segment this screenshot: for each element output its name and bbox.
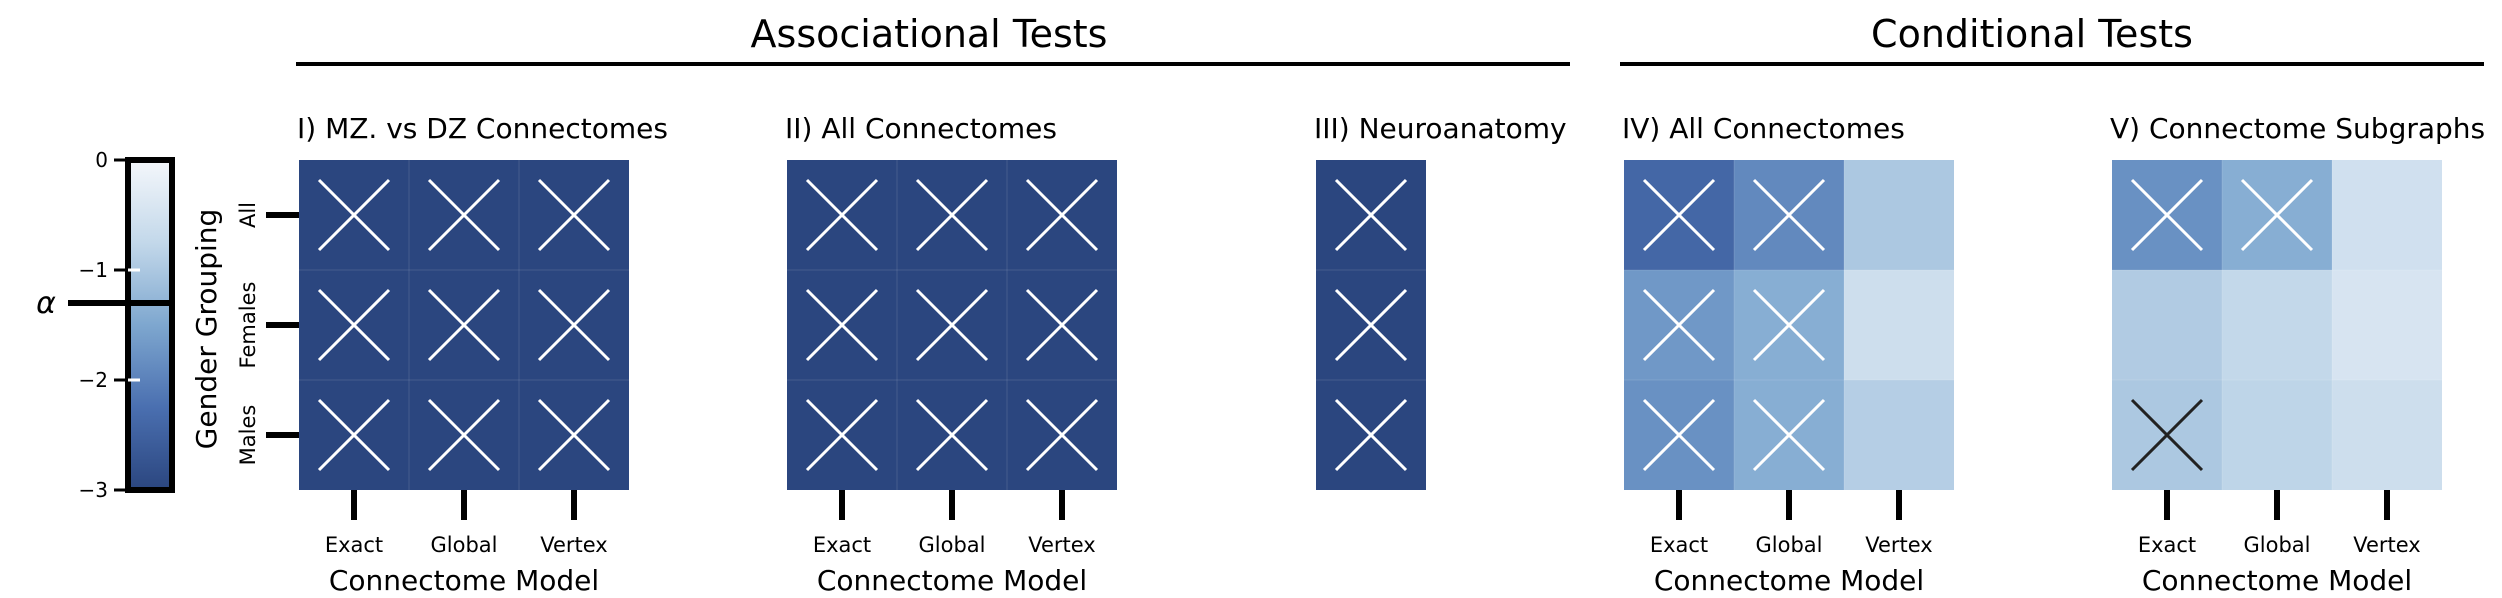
panel-title: I) MZ. vs DZ Connectomes: [297, 112, 668, 145]
significance-x-mark: [1334, 398, 1408, 472]
x-tick-label: Global: [431, 533, 498, 557]
panel-title: III) Neuroanatomy: [1314, 112, 1567, 145]
significance-x-mark: [805, 288, 879, 362]
colorbar-ticks: 0 −1 −2 −3: [79, 148, 140, 502]
x-tick-label: Global: [2244, 533, 2311, 557]
colorbar-tick-label: −1: [79, 258, 108, 282]
significance-x-mark: [805, 178, 879, 252]
heatmap-panel-2: II) All Connectomes Exact Global Vertex Conn…: [785, 112, 1117, 597]
panels: I) MZ. vs DZ Connectomes Exact Global Verte…: [236, 112, 2485, 597]
x-tick-label: Global: [919, 533, 986, 557]
colorbar: 0 −1 −2 −3 α: [36, 148, 175, 502]
heatmap-cell: [2222, 270, 2332, 380]
x-tick-label: Exact: [1650, 533, 1708, 557]
significance-x-mark: [1334, 288, 1408, 362]
significance-x-mark: [915, 178, 989, 252]
significance-x-mark: [1642, 288, 1716, 362]
y-axis-title: Gender Grouping: [190, 209, 223, 450]
significance-x-mark: [1752, 178, 1826, 252]
y-tick-label: All: [236, 202, 260, 228]
significance-x-mark: [427, 178, 501, 252]
significance-x-mark: [2240, 178, 2314, 252]
x-axis-title: Connectome Model: [1654, 564, 1924, 597]
significance-x-mark: [915, 288, 989, 362]
x-tick-label: Vertex: [1865, 533, 1933, 557]
significance-x-mark: [1025, 398, 1099, 472]
heatmap-panel-1: I) MZ. vs DZ Connectomes Exact Global Verte…: [236, 112, 668, 597]
significance-x-mark: [1752, 288, 1826, 362]
y-tick-label: Males: [236, 405, 260, 466]
heatmap-cell: [2222, 380, 2332, 490]
significance-x-mark: [1025, 178, 1099, 252]
alpha-label: α: [36, 286, 56, 321]
heatmap-panel-3: III) Neuroanatomy: [1314, 112, 1567, 490]
x-axis-title: Connectome Model: [2142, 564, 2412, 597]
panel-title: II) All Connectomes: [785, 112, 1057, 145]
significance-x-mark: [427, 398, 501, 472]
x-tick-label: Exact: [325, 533, 383, 557]
significance-x-mark: [537, 398, 611, 472]
significance-x-mark: [915, 398, 989, 472]
colorbar-tick-label: 0: [95, 148, 108, 172]
colorbar-tick-label: −3: [79, 478, 108, 502]
colorbar-gradient: [125, 157, 175, 493]
significance-x-mark: [427, 288, 501, 362]
heatmap-cell: [2112, 270, 2222, 380]
significance-x-mark: [1752, 398, 1826, 472]
significance-x-mark: [317, 288, 391, 362]
heatmap-cell: [1844, 160, 1954, 270]
x-tick-label: Vertex: [1028, 533, 1096, 557]
heatmap-cell: [2332, 270, 2442, 380]
significance-x-mark: [317, 178, 391, 252]
significance-x-mark: [1642, 398, 1716, 472]
x-axis-title: Connectome Model: [329, 564, 599, 597]
y-tick-label: Females: [236, 282, 260, 369]
significance-x-mark: [1334, 178, 1408, 252]
significance-x-mark: [2130, 178, 2204, 252]
heatmap-panel-4: IV) All Connectomes Exact Global Vertex Conn…: [1622, 112, 1954, 597]
heatmap-cell: [1844, 380, 1954, 490]
x-tick-label: Vertex: [540, 533, 608, 557]
heatmap-panel-5: V) Connectome Subgraphs Exact Global Vertex…: [2110, 112, 2485, 597]
colorbar-tick-label: −2: [79, 368, 108, 392]
significance-x-mark: [2130, 398, 2204, 472]
x-tick-label: Vertex: [2353, 533, 2421, 557]
heatmap-cell: [2332, 160, 2442, 270]
heatmap-cell: [2332, 380, 2442, 490]
significance-x-mark: [537, 288, 611, 362]
significance-x-mark: [1025, 288, 1099, 362]
x-tick-label: Exact: [2138, 533, 2196, 557]
significance-x-mark: [805, 398, 879, 472]
x-tick-label: Exact: [813, 533, 871, 557]
x-axis-title: Connectome Model: [817, 564, 1087, 597]
significance-x-mark: [537, 178, 611, 252]
associational-header: Associational Tests: [751, 12, 1108, 56]
panel-title: IV) All Connectomes: [1622, 112, 1905, 145]
panel-title: V) Connectome Subgraphs: [2110, 112, 2485, 145]
significance-x-mark: [317, 398, 391, 472]
heatmap-cell: [1844, 270, 1954, 380]
x-tick-label: Global: [1756, 533, 1823, 557]
conditional-header: Conditional Tests: [1871, 12, 2193, 56]
significance-x-mark: [1642, 178, 1716, 252]
